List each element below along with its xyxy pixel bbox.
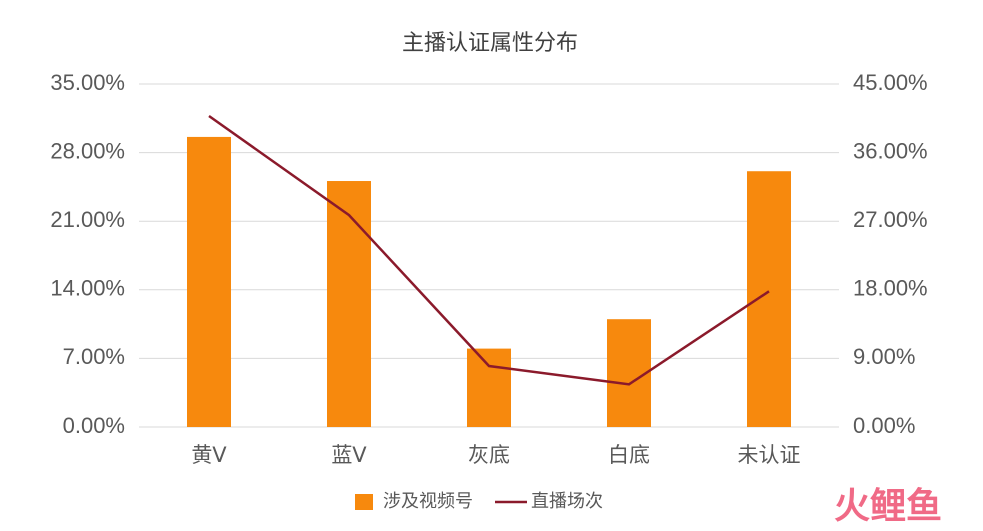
line [208,114,770,386]
y-tick-label: 7.00% [63,344,125,369]
watermark: 火鲤鱼 [834,486,942,527]
y-tick-label: 14.00% [50,276,125,301]
legend-swatch [355,494,373,510]
y-tick-label: 35.00% [50,70,125,95]
bar [747,171,791,427]
chart-title: 主播认证属性分布 [402,31,578,56]
y-tick-label: 28.00% [50,138,125,163]
bar [327,181,371,427]
legend-label: 涉及视频号 [383,491,473,512]
bar [187,136,231,428]
y2-tick-label: 0.00% [853,413,915,438]
y2-tick-label: 36.00% [853,138,928,163]
legend-label: 直播场次 [531,491,603,512]
y2-tick-label: 9.00% [853,344,915,369]
x-tick-label: 黄V [191,443,227,467]
x-tick-label: 未认证 [738,443,801,467]
y2-tick-label: 18.00% [853,276,928,301]
x-tick-label: 蓝V [331,443,367,467]
x-tick-label: 白底 [608,443,650,467]
y2-tick-label: 27.00% [853,207,928,232]
y-tick-label: 21.00% [50,207,125,232]
y2-tick-label: 45.00% [853,70,928,95]
y-tick-label: 0.00% [63,413,125,438]
x-tick-label: 灰底 [468,443,510,467]
bar [467,348,511,427]
